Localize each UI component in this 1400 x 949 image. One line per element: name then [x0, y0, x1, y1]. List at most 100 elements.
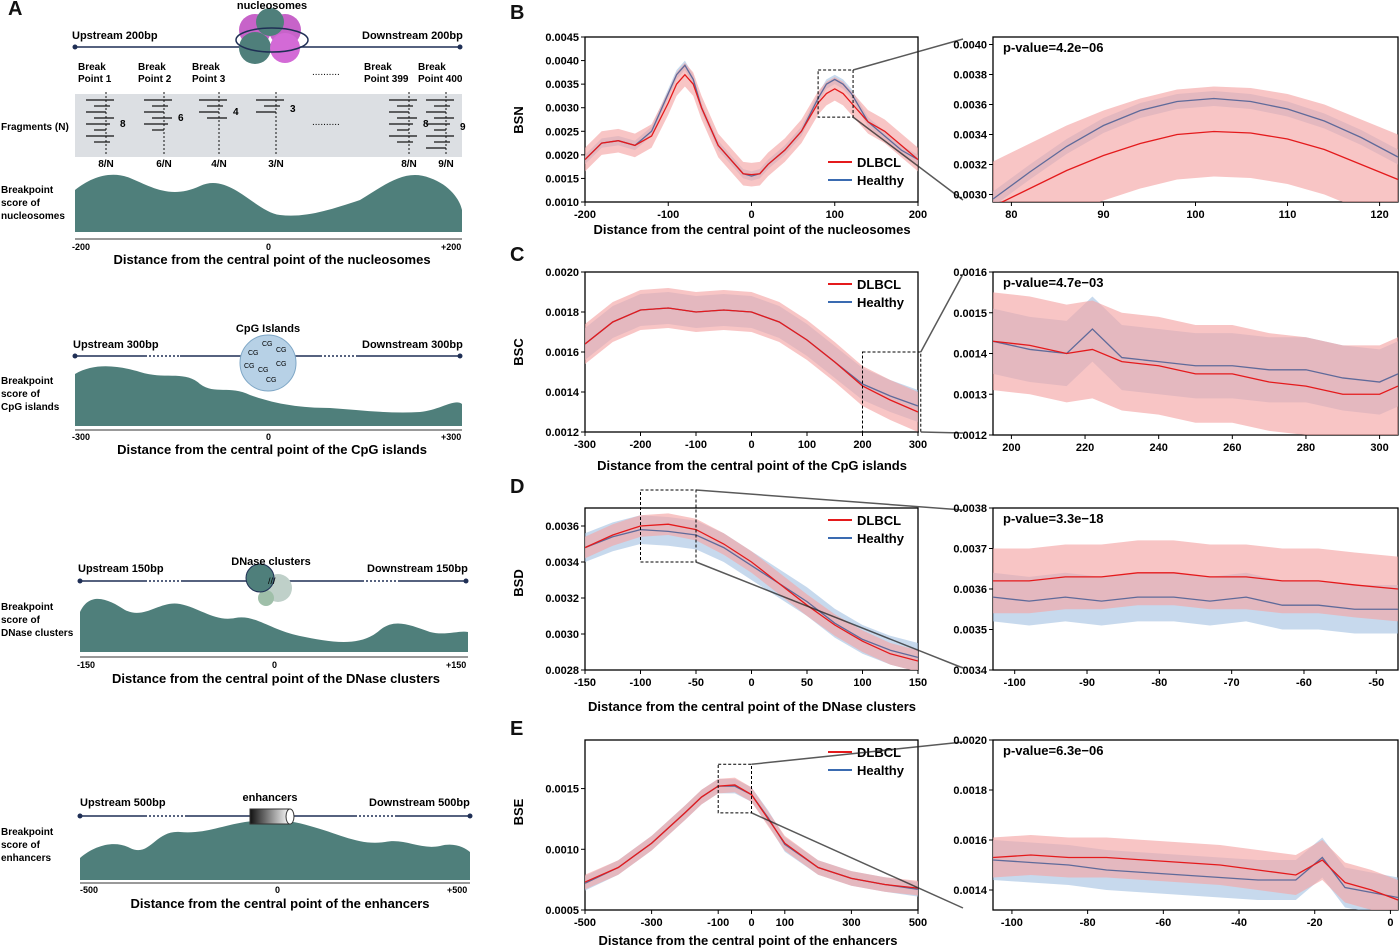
svg-text:CG: CG: [276, 361, 287, 368]
x-tick-label: -20: [1307, 917, 1323, 929]
x-tick-label: 200: [853, 439, 871, 451]
band-dlbcl: [993, 292, 1398, 435]
x-tick-label: -100: [707, 917, 729, 929]
x-tick-label: 100: [776, 917, 794, 929]
fragment-ratio: 8/N: [401, 159, 417, 170]
p-value-annotation: p-value=6.3e−06: [1003, 743, 1103, 758]
y-tick-label: 0.0032: [953, 160, 987, 172]
line-healthy: [993, 856, 1398, 899]
tick-s4-mid: 0: [275, 885, 280, 895]
plot-frame: [584, 271, 919, 433]
p-value-annotation: p-value=3.3e−18: [1003, 511, 1103, 526]
upstream-label-2: Upstream 300bp: [73, 339, 159, 351]
zoom-connector-bottom: [920, 431, 964, 434]
tick-s4-left: -500: [80, 885, 98, 895]
legend-label-dlbcl: DLBCL: [857, 513, 901, 528]
cpg-title: CpG Islands: [236, 323, 300, 335]
y-tick-label: 0.0034: [953, 130, 988, 142]
x-tick-label: 300: [842, 917, 860, 929]
x-tick-label: -80: [1080, 917, 1096, 929]
chart-e: -500 -300 -100 0 100 300 500 0.0005 0.0010 0.0015…: [511, 739, 964, 948]
x-tick-label: -50: [1368, 677, 1384, 689]
chart-c-zoom: 200 220 240 260 280 300 0.0012 0.0013 0.0014 0.00…: [953, 267, 1399, 454]
line-healthy: [585, 528, 918, 659]
schematic-cpg: CG CG CG CG CG CG CG CpG Islands Upstrea…: [1, 323, 463, 431]
p-value-annotation: p-value=4.2e−06: [1003, 40, 1103, 55]
y-tick-label: 0.0016: [545, 347, 579, 359]
line-dlbcl: [993, 572, 1398, 590]
x-tick-label: -150: [574, 677, 596, 689]
downstream-label-4: Downstream 500bp: [369, 797, 470, 809]
line-healthy: [993, 596, 1398, 610]
chart-b: -200 -100 0 100 200 0.0010 0.0015 0.0020 0.0025 0…: [511, 32, 964, 237]
plot-frame: [992, 36, 1399, 203]
xlabel-schematic-2: Distance from the central point of the C…: [117, 442, 427, 457]
fragment-ratio: 8/N: [98, 159, 114, 170]
schematic-panel-a: nucleosomes Upstream 200bp Downstream 20…: [1, 0, 473, 911]
y-tick-label: 0.0034: [953, 665, 988, 677]
fragments-label: Fragments (N): [1, 122, 69, 133]
y-tick-label: 0.0016: [953, 267, 987, 279]
x-axis-label: Distance from the central point of the e…: [598, 933, 897, 948]
legend-label-dlbcl: DLBCL: [857, 745, 901, 760]
zoom-connector-top: [751, 741, 964, 766]
y-axis-label: BSD: [511, 569, 526, 596]
svg-text:CG: CG: [258, 367, 269, 374]
nucleosome-title: nucleosomes: [237, 0, 307, 12]
y-tick-label: 0.0038: [953, 70, 987, 82]
y-tick-label: 0.0030: [545, 629, 579, 641]
x-tick-label: 260: [1223, 442, 1241, 454]
y-tick-label: 0.0016: [953, 835, 987, 847]
x-tick-label: -90: [1079, 677, 1095, 689]
y-tick-label: 0.0036: [953, 100, 987, 112]
plot-frame: [992, 739, 1399, 911]
band-healthy: [993, 572, 1398, 634]
fragment-ratio: 4/N: [211, 159, 227, 170]
x-tick-label: -50: [688, 677, 704, 689]
y-tick-label: 0.0028: [545, 665, 579, 677]
x-tick-label: 300: [1370, 442, 1388, 454]
y-tick-label: 0.0015: [953, 308, 987, 320]
y-tick-label: 0.0014: [953, 885, 988, 897]
line-dlbcl: [585, 73, 918, 176]
y-tick-label: 0.0005: [545, 905, 579, 917]
upstream-label-3: Upstream 150bp: [78, 563, 164, 575]
band-dlbcl: [585, 62, 918, 187]
tick-s1-left: -200: [72, 242, 90, 252]
y-tick-label: 0.0013: [953, 389, 987, 401]
x-axis-label: Distance from the central point of the n…: [593, 222, 910, 237]
fragment-count: 6: [178, 113, 184, 124]
schematic-enhancers: enhancers Upstream 500bp Downstream 500b…: [1, 792, 473, 884]
score-label-2: Breakpoint score of CpG islands: [1, 376, 60, 413]
panel-letter-b: B: [510, 2, 525, 24]
chart-b-zoom: 80 90 100 110 120 0.0030 0.0032 0.0034 0.0036 0.0…: [953, 36, 1399, 221]
line-dlbcl: [993, 854, 1398, 901]
band-dlbcl: [993, 835, 1398, 910]
x-tick-label: 100: [798, 439, 816, 451]
score-label-3: Breakpoint score of DNase clusters: [1, 602, 74, 639]
legend-label-healthy: Healthy: [857, 531, 905, 546]
breakpoint-score-mountain-1: [75, 174, 462, 232]
line-dlbcl: [585, 307, 918, 413]
legend-label-healthy: Healthy: [857, 763, 905, 778]
band-dlbcl: [993, 540, 1398, 622]
y-tick-label: 0.0030: [953, 190, 987, 202]
y-tick-label: 0.0012: [953, 430, 987, 442]
xlabel-schematic-3: Distance from the central point of the D…: [112, 671, 440, 686]
breakpoint-score-mountain-2: [75, 366, 462, 426]
tick-s2-left: -300: [72, 432, 90, 442]
score-label-4: Breakpoint score of enhancers: [1, 827, 54, 864]
band-dlbcl: [585, 513, 918, 670]
fragment-count: 4: [233, 107, 239, 118]
panel-letter-a: A: [8, 0, 23, 20]
line-dlbcl: [1000, 130, 1398, 202]
y-tick-label: 0.0012: [545, 427, 579, 439]
upstream-label-4: Upstream 500bp: [80, 797, 166, 809]
line-dlbcl: [993, 340, 1398, 395]
x-tick-label: 150: [909, 677, 927, 689]
svg-text:CG: CG: [244, 363, 255, 370]
x-tick-label: -500: [574, 917, 596, 929]
x-tick-label: -60: [1155, 917, 1171, 929]
breakpoint-label: Break Point 1: [78, 62, 112, 85]
ellipsis-fragments: ..........: [312, 117, 340, 128]
